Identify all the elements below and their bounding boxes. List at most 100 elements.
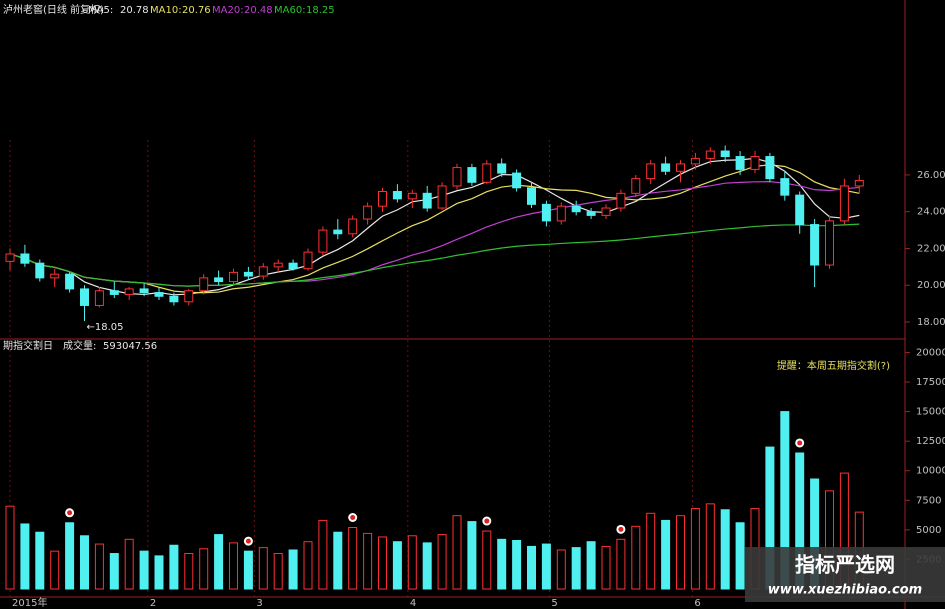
volume-bar	[407, 535, 417, 590]
candle-body	[750, 156, 760, 170]
volume-bar	[50, 550, 60, 590]
volume-bar	[616, 538, 626, 590]
low-annotation: ←18.05	[87, 322, 124, 333]
ma-name: MA60:	[274, 5, 306, 16]
x-tick-label: 3	[256, 598, 262, 609]
volume-bar	[646, 512, 656, 590]
volume-bar	[199, 548, 209, 590]
candle-body	[288, 262, 298, 270]
delivery-dot	[350, 515, 356, 520]
candle-body	[482, 163, 492, 183]
candle-body	[50, 273, 60, 279]
candle-body	[497, 163, 507, 174]
ma-value: 20.78	[120, 5, 149, 16]
volume-bar	[586, 541, 596, 590]
candle-body	[20, 253, 30, 264]
volume-bar	[631, 525, 641, 590]
delivery-dot	[245, 538, 251, 544]
candle-body	[392, 190, 402, 200]
v-tick-label: 17500	[916, 377, 945, 388]
candle-body	[94, 290, 104, 306]
candle-body	[214, 277, 224, 283]
candle-body	[407, 192, 417, 200]
volume-bar	[661, 519, 671, 590]
volume-bar	[482, 530, 492, 590]
volume-bar	[20, 523, 30, 590]
chart-title: 泸州老窖(日线 前复权)	[3, 3, 104, 16]
ma-value: 18.25	[306, 5, 335, 16]
candle-body	[616, 192, 626, 209]
volume-bar	[124, 538, 134, 590]
y-tick-label: 24.00	[917, 207, 945, 218]
volume-bar	[333, 531, 343, 590]
volume-bar	[288, 549, 298, 590]
ma-name: MA10:	[150, 5, 182, 16]
candle-body	[631, 178, 641, 194]
v-tick-label: 20000	[916, 347, 945, 358]
candle-body	[839, 185, 849, 222]
candle-body	[690, 157, 700, 165]
ma-value: 20.76	[182, 5, 211, 16]
delivery-dot	[484, 518, 490, 524]
candle-body	[780, 178, 790, 196]
volume-bar	[169, 544, 179, 590]
candle-body	[169, 295, 179, 303]
candle-body	[80, 288, 89, 306]
volume-bar	[437, 534, 447, 590]
volume-bar	[527, 545, 536, 590]
y-tick-label: 18.00	[917, 317, 945, 328]
volume-title: 期指交割日	[3, 339, 53, 352]
volume-bar	[65, 522, 75, 590]
volume-bar	[80, 535, 89, 590]
candle-body	[348, 218, 358, 235]
candle-body	[109, 290, 119, 295]
volume-bar	[422, 542, 432, 590]
v-tick-label: 15000	[916, 407, 945, 418]
candle-body	[437, 185, 447, 209]
volume-bar	[94, 543, 104, 590]
volume-bar	[452, 515, 462, 590]
candle-body	[512, 172, 522, 189]
candle-body	[661, 163, 671, 172]
v-tick-label: 12500	[916, 436, 945, 447]
x-tick-label: 6	[694, 598, 700, 609]
candle-body	[825, 220, 834, 266]
watermark-box	[745, 547, 945, 602]
watermark-title: 指标严选网	[795, 553, 895, 577]
x-tick-label: 2015年	[12, 596, 47, 609]
volume-bar	[229, 542, 238, 590]
candle-body	[184, 290, 194, 303]
candle-body	[229, 271, 238, 283]
reminder: 提醒：本周五期指交割(?)	[777, 359, 890, 372]
ma-name: MA20:	[212, 5, 244, 16]
candle-body	[154, 292, 164, 297]
candle-body	[258, 266, 268, 277]
volume-bar	[139, 550, 149, 590]
y-tick-label: 22.00	[917, 243, 945, 254]
volume-bar	[705, 503, 715, 590]
candle-body	[735, 156, 745, 170]
candle-body	[452, 167, 462, 187]
volume-bar	[378, 536, 387, 590]
candle-body	[333, 229, 343, 235]
candle-body	[601, 207, 611, 216]
watermark-url: www.xuezhibiao.com	[768, 583, 922, 598]
volume-bar	[318, 519, 328, 590]
ma-line	[9, 157, 860, 296]
ma-line	[9, 223, 860, 287]
candle-body	[199, 277, 209, 292]
volume-bar	[154, 555, 164, 590]
volume-bar	[273, 553, 283, 590]
x-tick-label: 4	[410, 598, 416, 609]
volume-bar	[735, 522, 745, 590]
v-tick-label: 5000	[916, 525, 941, 536]
candle-body	[318, 229, 328, 253]
volume-bar	[348, 527, 358, 590]
volume-bar	[676, 515, 685, 590]
volume-bar	[258, 547, 268, 590]
candle-body	[646, 163, 656, 180]
candle-body	[795, 194, 805, 226]
volume-bar	[571, 547, 581, 590]
candle-body	[676, 163, 685, 172]
